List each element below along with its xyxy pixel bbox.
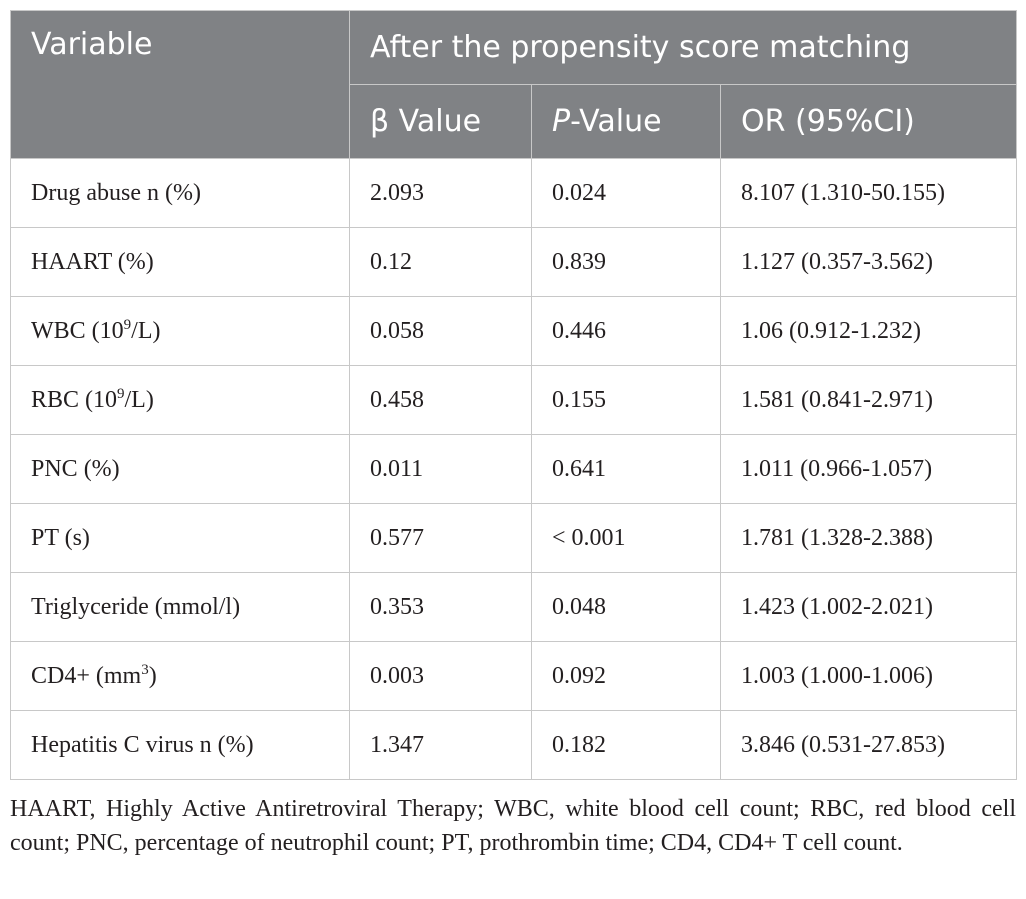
header-beta: β Value [349,84,532,159]
cell-p: 0.182 [531,710,721,780]
table-row: PT (s) 0.577 < 0.001 1.781 (1.328-2.388) [10,503,1017,573]
table-row: RBC (109/L) 0.458 0.155 1.581 (0.841-2.9… [10,365,1017,435]
cell-p: 0.446 [531,296,721,366]
header-or: OR (95%CI) [720,84,1017,159]
cell-p: 0.024 [531,158,721,228]
table-footnote: HAART, Highly Active Antiretroviral Ther… [10,796,1016,856]
cell-variable-text: CD4+ (mm [31,662,142,689]
cell-beta: 0.577 [349,503,532,573]
cell-beta: 2.093 [349,158,532,228]
cell-or: 1.781 (1.328-2.388) [720,503,1017,573]
cell-or: 1.581 (0.841-2.971) [720,365,1017,435]
cell-p: 0.155 [531,365,721,435]
cell-variable-text: RBC (10 [31,386,118,413]
table-row: PNC (%) 0.011 0.641 1.011 (0.966-1.057) [10,434,1017,504]
superscript: 3 [141,661,149,678]
header-row-2: β Value P-Value OR (95%CI) [11,84,1017,159]
cell-variable: HAART (%) [10,227,350,297]
cell-beta: 0.353 [349,572,532,642]
cell-variable-text: WBC (10 [31,317,124,344]
cell-variable-unit: ) [148,662,157,689]
superscript: 9 [117,385,125,402]
header-group: After the propensity score matching [349,10,1017,85]
header-p-italic: P [552,104,571,139]
cell-variable: RBC (109/L) [10,365,350,435]
table-row: Triglyceride (mmol/l) 0.353 0.048 1.423 … [10,572,1017,642]
results-table-container: Variable After the propensity score matc… [10,10,1017,780]
cell-p: 0.092 [531,641,721,711]
cell-variable: PNC (%) [10,434,350,504]
cell-p: 0.048 [531,572,721,642]
cell-beta: 1.347 [349,710,532,780]
cell-p: 0.839 [531,227,721,297]
cell-or: 1.06 (0.912-1.232) [720,296,1017,366]
cell-or: 3.846 (0.531-27.853) [720,710,1017,780]
cell-beta: 0.058 [349,296,532,366]
cell-variable: Drug abuse n (%) [10,158,350,228]
cell-variable: CD4+ (mm3) [10,641,350,711]
header-p-rest: -Value [570,104,662,139]
cell-or: 1.127 (0.357-3.562) [720,227,1017,297]
header-p-value: P-Value [531,84,721,159]
cell-variable: Triglyceride (mmol/l) [10,572,350,642]
table-row: CD4+ (mm3) 0.003 0.092 1.003 (1.000-1.00… [10,641,1017,711]
cell-p: 0.641 [531,434,721,504]
cell-or: 1.003 (1.000-1.006) [720,641,1017,711]
header-variable: Variable [10,10,350,159]
cell-beta: 0.12 [349,227,532,297]
cell-or: 1.423 (1.002-2.021) [720,572,1017,642]
cell-variable-unit: /L) [124,386,154,413]
cell-beta: 0.003 [349,641,532,711]
cell-or: 8.107 (1.310-50.155) [720,158,1017,228]
table-row: WBC (109/L) 0.058 0.446 1.06 (0.912-1.23… [10,296,1017,366]
table-row: Drug abuse n (%) 2.093 0.024 8.107 (1.31… [10,158,1017,228]
cell-or: 1.011 (0.966-1.057) [720,434,1017,504]
table-row: HAART (%) 0.12 0.839 1.127 (0.357-3.562) [10,227,1017,297]
cell-variable: PT (s) [10,503,350,573]
regression-table: Variable After the propensity score matc… [10,10,1017,780]
cell-p: < 0.001 [531,503,721,573]
header-row-1: Variable After the propensity score matc… [10,10,1017,159]
superscript: 9 [123,316,132,333]
cell-variable-unit: /L) [131,317,161,344]
cell-beta: 0.458 [349,365,532,435]
cell-variable: WBC (109/L) [10,296,350,366]
cell-beta: 0.011 [349,434,532,504]
table-row: Hepatitis C virus n (%) 1.347 0.182 3.84… [10,710,1017,780]
cell-variable: Hepatitis C virus n (%) [10,710,350,780]
